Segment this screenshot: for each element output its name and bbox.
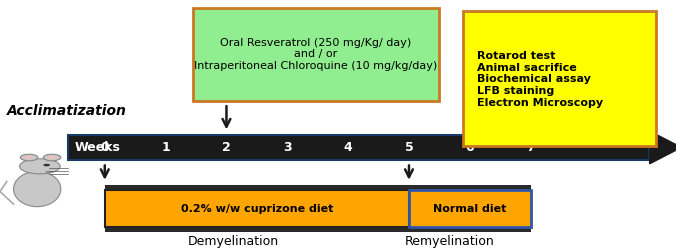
Text: Acclimatization: Acclimatization [7, 104, 126, 118]
Circle shape [20, 154, 38, 161]
Circle shape [20, 159, 60, 174]
Circle shape [47, 156, 57, 159]
Text: Oral Resveratrol (250 mg/Kg/ day)
and / or
Intraperitoneal Chloroquine (10 mg/kg: Oral Resveratrol (250 mg/Kg/ day) and / … [195, 38, 437, 71]
Text: Demyelination: Demyelination [188, 235, 279, 248]
Circle shape [43, 154, 61, 161]
Circle shape [45, 171, 51, 173]
Text: 4: 4 [344, 141, 352, 154]
Circle shape [43, 164, 50, 166]
FancyBboxPatch shape [463, 11, 656, 146]
Text: 3: 3 [283, 141, 291, 154]
FancyBboxPatch shape [68, 135, 649, 160]
Text: Weeks: Weeks [74, 141, 120, 154]
FancyBboxPatch shape [193, 8, 439, 101]
Ellipse shape [14, 171, 61, 207]
Text: 2: 2 [222, 141, 231, 154]
Polygon shape [650, 131, 676, 164]
Text: Normal diet: Normal diet [433, 204, 506, 213]
FancyBboxPatch shape [409, 190, 531, 227]
Text: Rotarod test
Animal sacrifice
Biochemical assay
LFB staining
Electron Microscopy: Rotarod test Animal sacrifice Biochemica… [477, 51, 603, 108]
Circle shape [24, 156, 34, 159]
Text: 7: 7 [527, 141, 535, 154]
Text: 6: 6 [466, 141, 474, 154]
Text: 5: 5 [405, 141, 413, 154]
Text: 1: 1 [162, 141, 170, 154]
Text: 0: 0 [101, 141, 109, 154]
Text: 0.2% w/w cuprizone diet: 0.2% w/w cuprizone diet [180, 204, 333, 213]
Text: Remyelination: Remyelination [405, 235, 494, 248]
FancyBboxPatch shape [105, 185, 531, 190]
FancyBboxPatch shape [105, 227, 531, 232]
FancyBboxPatch shape [105, 190, 409, 227]
